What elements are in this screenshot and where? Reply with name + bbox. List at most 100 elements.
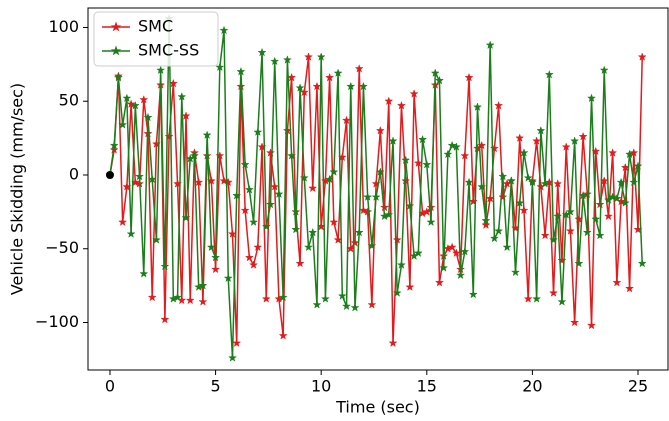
point-marker	[548, 288, 559, 297]
point-marker	[240, 205, 250, 215]
y-tick-label: −100	[35, 312, 79, 331]
point-marker	[494, 100, 504, 110]
point-marker	[375, 167, 385, 176]
point-marker	[553, 179, 563, 188]
point-marker	[308, 227, 318, 237]
initial-point	[105, 170, 114, 179]
point-marker	[219, 25, 229, 35]
point-marker	[629, 177, 639, 187]
point-marker	[147, 292, 157, 302]
point-marker	[160, 261, 170, 271]
point-marker	[261, 221, 271, 231]
point-marker	[578, 190, 588, 200]
point-marker	[270, 56, 280, 66]
point-marker	[346, 81, 356, 91]
point-marker	[620, 198, 630, 207]
point-marker	[396, 260, 406, 269]
point-marker	[388, 338, 398, 348]
point-marker	[413, 248, 423, 258]
point-marker	[477, 182, 487, 191]
point-marker	[244, 184, 254, 194]
point-marker	[515, 133, 525, 142]
point-marker	[384, 210, 394, 219]
point-marker	[502, 242, 512, 252]
point-marker	[629, 148, 639, 157]
x-tick-label: 20	[522, 377, 542, 396]
point-marker	[139, 95, 149, 104]
point-marker	[418, 134, 428, 144]
point-marker	[109, 140, 119, 150]
point-marker	[320, 294, 330, 303]
point-marker	[126, 229, 136, 238]
point-marker	[612, 193, 622, 203]
point-marker	[367, 241, 377, 250]
point-marker	[147, 174, 157, 184]
point-marker	[460, 151, 470, 160]
point-marker	[329, 217, 339, 227]
point-marker	[570, 136, 580, 145]
point-marker	[434, 277, 445, 287]
point-marker	[118, 120, 128, 129]
point-marker	[181, 111, 191, 120]
point-marker	[519, 205, 529, 215]
point-marker	[236, 66, 246, 76]
x-tick-label: 15	[417, 377, 437, 396]
point-marker	[341, 301, 352, 311]
point-marker	[536, 125, 546, 135]
point-marker	[244, 252, 254, 262]
point-marker	[367, 300, 377, 309]
point-marker	[498, 192, 508, 201]
point-marker	[409, 89, 419, 98]
point-marker	[118, 217, 128, 227]
legend-box	[93, 11, 219, 67]
point-marker	[392, 288, 402, 297]
point-marker	[439, 263, 449, 272]
legend: SMC SMC-SS	[93, 11, 219, 67]
point-marker	[202, 130, 212, 140]
point-marker	[603, 211, 613, 221]
y-axis-label: Vehicle Skidding (mm/sec)	[8, 83, 27, 295]
point-marker	[287, 151, 297, 160]
point-marker	[616, 177, 626, 187]
point-marker	[405, 282, 415, 291]
point-marker	[582, 189, 592, 199]
point-marker	[337, 291, 347, 300]
point-marker	[358, 81, 368, 91]
point-marker	[363, 192, 373, 201]
point-marker	[295, 258, 305, 268]
point-marker	[333, 68, 343, 78]
point-marker	[329, 167, 339, 176]
point-marker	[489, 233, 499, 243]
point-marker	[595, 230, 605, 240]
x-tick-label: 0	[105, 377, 115, 396]
point-marker	[519, 148, 529, 157]
y-tick-label: 50	[59, 91, 79, 110]
point-marker	[223, 177, 233, 187]
point-marker	[303, 52, 314, 61]
point-marker	[565, 207, 575, 216]
point-marker	[206, 242, 216, 252]
point-marker	[401, 176, 411, 185]
point-marker	[544, 69, 554, 79]
point-marker	[177, 92, 187, 101]
point-marker	[278, 331, 288, 340]
point-marker	[371, 192, 381, 201]
point-marker	[211, 252, 221, 262]
point-marker	[443, 149, 453, 159]
point-marker	[586, 320, 597, 330]
x-tick-label: 5	[210, 377, 220, 396]
point-marker	[160, 314, 170, 324]
point-marker	[143, 112, 153, 122]
point-marker	[232, 190, 242, 200]
point-marker	[540, 230, 550, 240]
point-marker	[460, 246, 470, 256]
point-marker	[625, 149, 635, 159]
point-marker	[312, 81, 322, 91]
point-marker	[227, 353, 238, 362]
point-marker	[232, 338, 242, 348]
point-marker	[375, 125, 385, 135]
point-marker	[625, 283, 635, 293]
legend-marker	[110, 45, 122, 56]
point-marker	[515, 198, 525, 207]
